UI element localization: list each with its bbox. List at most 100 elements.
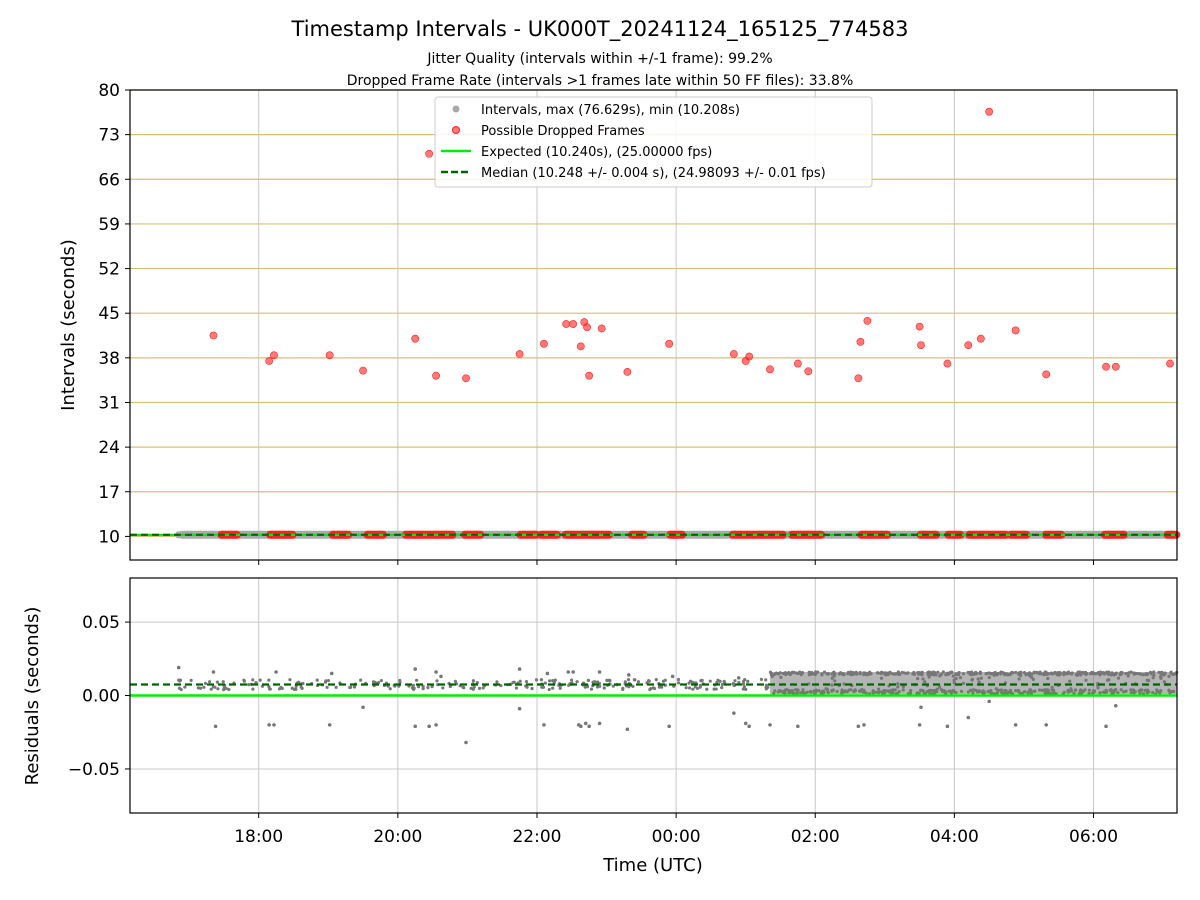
residual-point: [824, 687, 828, 691]
residual-point: [842, 682, 846, 686]
residual-point: [890, 688, 894, 692]
residual-point: [676, 677, 681, 682]
residual-point: [280, 686, 284, 691]
residual-point: [814, 670, 818, 674]
dropped-frame-point: [1011, 326, 1020, 335]
residual-point: [539, 678, 544, 682]
residual-outlier-point: [579, 724, 583, 729]
residual-point: [1032, 671, 1036, 675]
residual-point: [177, 686, 182, 690]
residual-point: [773, 689, 777, 693]
residual-point: [774, 671, 778, 676]
legend-entry-median: Median (10.248 +/- 0.004 s), (24.98093 +…: [481, 166, 826, 181]
residual-point: [794, 671, 798, 675]
residual-point: [592, 680, 597, 684]
intervals-y-tick-label: 38: [98, 349, 120, 369]
residual-point: [908, 691, 913, 695]
residual-point: [995, 673, 999, 677]
dropped-frame-point: [917, 341, 925, 349]
residual-point: [977, 680, 981, 684]
residual-outlier-point: [743, 721, 748, 726]
residuals-x-tick-label: 04:00: [930, 827, 979, 847]
residual-point: [840, 688, 844, 692]
residual-point: [636, 680, 641, 684]
residual-point: [1079, 673, 1083, 677]
residual-point: [731, 682, 736, 686]
residual-point: [969, 673, 973, 677]
residual-point: [1031, 677, 1036, 681]
residual-point: [1004, 689, 1008, 693]
residual-point: [789, 671, 794, 675]
residual-point: [324, 679, 328, 683]
residual-outlier-point: [796, 724, 800, 729]
residual-point: [541, 685, 546, 689]
residual-point: [1045, 671, 1049, 675]
residual-point: [1069, 689, 1073, 693]
residual-point: [846, 670, 850, 675]
residual-point: [790, 689, 794, 693]
residual-point: [807, 670, 811, 674]
residual-point: [1066, 690, 1070, 694]
chart-subtitle-jitter: Jitter Quality (intervals within +/-1 fr…: [426, 51, 772, 67]
residual-point: [251, 678, 255, 682]
residual-point: [1109, 673, 1113, 677]
residual-point: [987, 689, 991, 694]
residual-point: [477, 686, 482, 690]
residual-point: [216, 687, 220, 691]
residual-point: [215, 680, 219, 684]
dropped-frame-point: [863, 316, 872, 325]
residual-point: [864, 691, 868, 695]
residual-point: [982, 691, 986, 695]
residual-point: [688, 679, 693, 683]
residual-point: [909, 688, 913, 693]
residual-point: [1075, 673, 1079, 677]
dropped-frame-point: [597, 324, 606, 333]
chart-legend: Intervals, max (76.629s), min (10.208s) …: [434, 96, 873, 188]
residual-point: [475, 680, 479, 685]
residual-point: [801, 689, 805, 694]
residual-outlier-point: [327, 723, 332, 727]
residual-point: [499, 684, 503, 688]
residual-point: [349, 685, 353, 689]
residual-point: [469, 686, 473, 690]
residual-point: [221, 680, 225, 684]
residual-outlier-point: [1104, 724, 1108, 729]
residual-point: [1084, 678, 1088, 682]
residual-point: [1037, 688, 1042, 692]
residual-point: [787, 670, 791, 675]
residual-point: [888, 689, 892, 693]
residual-outlier-point: [670, 674, 675, 679]
residual-point: [268, 687, 272, 691]
dropped-frame-point: [623, 367, 632, 376]
intervals-y-tick-label: 45: [98, 304, 120, 324]
residual-point: [1028, 672, 1032, 676]
residual-point: [875, 671, 880, 675]
residuals-reference-lines: [130, 683, 1177, 697]
residual-outlier-point: [945, 724, 950, 729]
legend-entry-expected: Expected (10.240s), (25.00000 fps): [481, 145, 712, 160]
intervals-plot-frame: [129, 89, 1178, 561]
residual-point: [435, 679, 439, 683]
residual-point: [1083, 688, 1087, 692]
residual-point: [742, 685, 746, 689]
residual-point: [552, 680, 556, 684]
residual-point: [1114, 672, 1118, 676]
residual-point: [512, 680, 516, 684]
residual-point: [830, 683, 834, 687]
residual-point: [1028, 690, 1032, 694]
residual-point: [551, 686, 555, 690]
residual-outlier-point: [587, 724, 591, 729]
residuals-x-ticks: 18:00 20:00 22:00 00:00 02:00 04:00 06:00: [234, 813, 1118, 847]
residual-point: [865, 672, 869, 677]
residual-point: [1139, 672, 1143, 676]
residual-outlier-point: [272, 723, 276, 727]
residual-point: [632, 678, 636, 682]
legend-entry-dropped: Possible Dropped Frames: [481, 124, 645, 139]
residual-point: [1058, 671, 1062, 675]
residual-outlier-point: [329, 671, 334, 676]
residual-point: [1102, 672, 1106, 676]
residual-point: [917, 672, 921, 676]
chart-title: Timestamp Intervals - UK000T_20241124_16…: [291, 17, 909, 42]
residual-point: [1096, 670, 1100, 675]
residual-outlier-point: [434, 723, 438, 727]
